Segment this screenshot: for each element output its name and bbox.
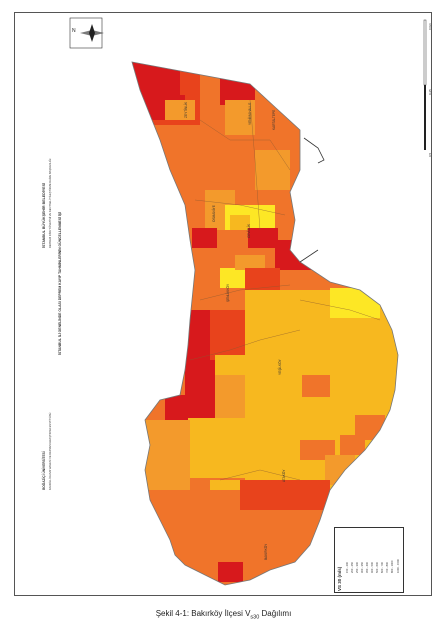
vs30-zone-350-400 xyxy=(215,355,255,375)
district-label: ZEYTİNLİK xyxy=(184,101,188,118)
legend-label: 700 - 800 xyxy=(386,562,390,573)
scale-label: 0.25 xyxy=(428,89,432,95)
legend-title: VS 30 (m/s) xyxy=(337,566,342,591)
legend-label: 300 - 350 xyxy=(360,562,364,573)
title-university: BOĞAZİÇİ ÜNİVERSİTESİ xyxy=(42,451,46,490)
legend-label: 350 - 400 xyxy=(365,562,369,573)
vs30-zone-200-250 xyxy=(240,480,330,510)
district-label: CEVİZLİK xyxy=(247,223,251,238)
district-label: KARTALTEPE xyxy=(272,109,276,130)
pier-structures xyxy=(299,137,325,263)
legend-label: 400 - 500 xyxy=(371,562,374,573)
caption-suffix: Dağılımı xyxy=(259,609,292,618)
vs30-zone-150-200 xyxy=(218,562,243,582)
district-label: BAKIRKÖY xyxy=(264,543,268,560)
vs30-zone-250-300 xyxy=(302,375,330,397)
north-arrow-icon xyxy=(69,17,104,49)
legend-label: 200 - 250 xyxy=(350,562,354,573)
harbour-pier xyxy=(299,249,319,263)
district-label: YENİMAHALLE xyxy=(248,102,252,125)
vs30-zone-150-200 xyxy=(248,228,278,248)
neighborhood-line xyxy=(299,299,381,321)
neighborhood-line xyxy=(189,329,301,361)
district-label: ATAKÖY xyxy=(282,469,286,482)
neighborhood-line xyxy=(194,199,286,216)
legend-box xyxy=(334,527,404,593)
legend-label: 800 - 1000 xyxy=(391,560,395,573)
vs30-zone-200-250 xyxy=(210,310,250,360)
vs30-zone-300-350 xyxy=(165,100,195,120)
marina-pier xyxy=(303,137,325,164)
caption-prefix: Şekil 4-1: Bakırköy İlçesi V xyxy=(155,609,251,618)
vs30-zone-150-200 xyxy=(132,62,180,95)
caption-subscript: s30 xyxy=(250,614,260,621)
vs30-zone-400-500 xyxy=(220,268,245,288)
legend-label: 600 - 700 xyxy=(381,562,385,573)
title-department: DEPREM RİSK YÖNETİMİ VE KENTSEL İYİLEŞTİ… xyxy=(49,158,52,248)
legend-label: 250 - 300 xyxy=(355,562,359,573)
legend-label: 150 - 200 xyxy=(345,562,349,573)
district-label: OSMANİYE xyxy=(212,205,216,222)
vs30-zone-300-350 xyxy=(235,255,265,270)
neighborhood-line xyxy=(199,284,291,301)
legend-label: 500 - 600 xyxy=(376,562,380,573)
vs30-zone-300-350 xyxy=(145,420,190,490)
figure-caption: Şekil 4-1: Bakırköy İlçesi Vs30 Dağılımı xyxy=(0,609,447,621)
vs30-grid xyxy=(132,62,398,585)
vs30-zone-350-400 xyxy=(188,418,248,478)
vs30-zone-350-400 xyxy=(230,215,250,230)
vs30-zone-350-400 xyxy=(245,420,305,490)
title-institution: İSTANBUL BÜYÜKŞEHİR BELEDİYESİ xyxy=(42,183,46,248)
neighborhood-line xyxy=(219,469,301,481)
scale-bar xyxy=(423,19,427,150)
neighborhood-line xyxy=(249,99,261,231)
vs30-zone-150-200 xyxy=(192,228,217,248)
district-label: ŞENLİKKÖY xyxy=(226,283,230,302)
legend-label: 1000 - 1500 xyxy=(396,559,400,573)
vs30-zone-300-350 xyxy=(255,150,290,190)
district-label: YEŞİLKÖY xyxy=(278,359,282,375)
neighborhood-lines xyxy=(189,99,381,481)
vs30-zone-300-350 xyxy=(215,375,245,420)
scale-label: 0.5 xyxy=(428,152,432,157)
vs30-zone-150-200 xyxy=(165,395,195,420)
vs30-zone-400-500 xyxy=(330,288,380,318)
scale-label: 0 Km xyxy=(428,22,432,30)
title-project: İSTANBUL İLİ GENELİNDE OLASI DEPREM KAYI… xyxy=(58,212,62,355)
north-label: N xyxy=(72,28,76,34)
vs30-zone-250-300 xyxy=(355,415,385,440)
title-university-sub: KANDİLLİ RASATHANESİ VE DEPREM ARAŞTIRMA… xyxy=(49,412,52,490)
vs30-zone-300-350 xyxy=(225,100,255,135)
neighborhood-line xyxy=(199,119,291,171)
